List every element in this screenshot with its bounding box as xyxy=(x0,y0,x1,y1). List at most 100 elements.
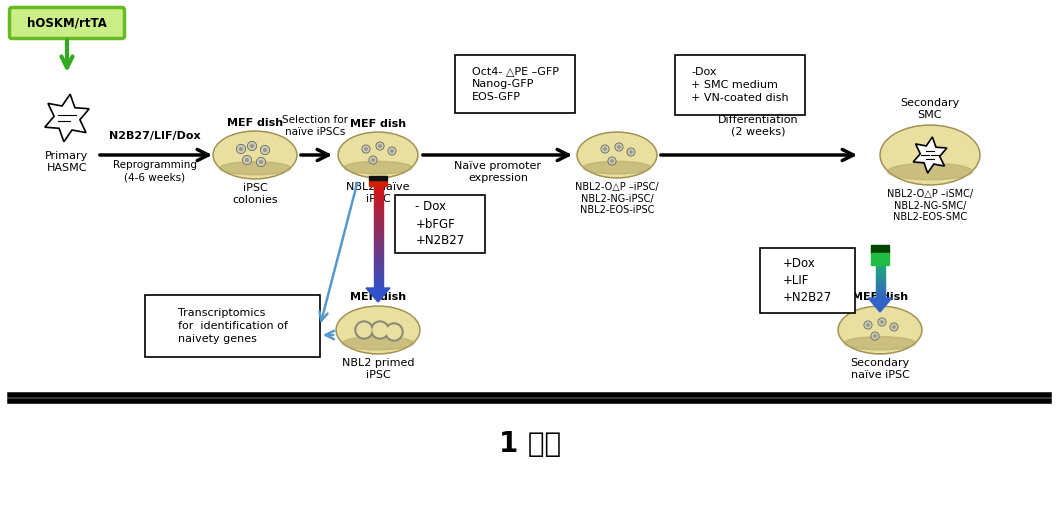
Circle shape xyxy=(602,145,609,153)
Text: - Dox
+bFGF
+N2B27: - Dox +bFGF +N2B27 xyxy=(415,201,465,247)
Circle shape xyxy=(609,158,615,164)
Text: Differentiation
(2 weeks): Differentiation (2 weeks) xyxy=(718,114,798,137)
Bar xyxy=(876,284,884,285)
Circle shape xyxy=(604,148,606,150)
Bar xyxy=(374,227,382,230)
Circle shape xyxy=(891,324,897,330)
Ellipse shape xyxy=(887,163,972,180)
Circle shape xyxy=(371,321,389,339)
Circle shape xyxy=(611,160,613,162)
Text: Reprogramming
(4-6 weeks): Reprogramming (4-6 weeks) xyxy=(113,160,197,183)
Bar xyxy=(876,265,884,266)
Bar xyxy=(876,279,884,281)
Ellipse shape xyxy=(880,125,980,185)
Ellipse shape xyxy=(577,132,657,178)
Text: iPSC
colonies: iPSC colonies xyxy=(232,183,277,205)
Bar xyxy=(876,291,884,292)
Text: NBL2 naïve
iPSC: NBL2 naïve iPSC xyxy=(346,182,410,204)
Bar xyxy=(374,274,382,278)
Bar xyxy=(876,290,884,291)
Text: MEF dish: MEF dish xyxy=(227,118,283,128)
Text: Naïve promoter
expression: Naïve promoter expression xyxy=(454,161,541,184)
Circle shape xyxy=(249,143,255,149)
FancyBboxPatch shape xyxy=(675,55,805,115)
Bar xyxy=(374,264,382,268)
Bar xyxy=(374,241,382,244)
Bar xyxy=(374,203,382,206)
Bar xyxy=(876,283,884,284)
Text: Transcriptomics
for  identification of
naivety genes: Transcriptomics for identification of na… xyxy=(178,308,287,344)
Circle shape xyxy=(615,143,623,151)
Bar xyxy=(374,247,382,250)
Bar xyxy=(374,216,382,220)
Circle shape xyxy=(357,323,371,337)
Text: MEF dish: MEF dish xyxy=(349,292,406,302)
Circle shape xyxy=(864,321,872,329)
Bar xyxy=(374,196,382,200)
Bar xyxy=(876,276,884,277)
Circle shape xyxy=(628,149,634,155)
Circle shape xyxy=(373,323,387,337)
Polygon shape xyxy=(366,288,390,302)
Text: 1 단계: 1 단계 xyxy=(499,430,561,458)
Bar xyxy=(876,285,884,286)
Text: Primary
HASMC: Primary HASMC xyxy=(46,151,89,172)
Text: NBL2-O△P –iSMC/
NBL2-NG-SMC/
NBL2-EOS-SMC: NBL2-O△P –iSMC/ NBL2-NG-SMC/ NBL2-EOS-SM… xyxy=(887,189,973,222)
Bar xyxy=(876,281,884,282)
Ellipse shape xyxy=(578,133,656,176)
Bar xyxy=(374,237,382,241)
Circle shape xyxy=(239,148,243,150)
Ellipse shape xyxy=(338,307,418,352)
Ellipse shape xyxy=(344,161,412,174)
FancyBboxPatch shape xyxy=(395,195,485,253)
Circle shape xyxy=(879,319,885,325)
Bar xyxy=(369,180,387,186)
Polygon shape xyxy=(868,298,892,312)
Bar xyxy=(374,223,382,227)
Circle shape xyxy=(362,145,370,153)
Circle shape xyxy=(865,322,870,328)
Circle shape xyxy=(355,321,373,339)
Circle shape xyxy=(608,157,615,165)
Circle shape xyxy=(264,149,267,151)
FancyBboxPatch shape xyxy=(145,295,320,357)
Text: Secondary
naïve iPSC: Secondary naïve iPSC xyxy=(850,358,910,380)
Bar xyxy=(374,213,382,216)
Circle shape xyxy=(259,161,263,164)
Polygon shape xyxy=(913,137,947,173)
Text: MEF dish: MEF dish xyxy=(349,119,406,129)
Bar xyxy=(876,293,884,294)
Bar xyxy=(876,297,884,298)
Circle shape xyxy=(881,321,883,323)
Bar xyxy=(876,296,884,297)
Bar xyxy=(876,294,884,296)
Bar xyxy=(374,285,382,288)
Bar xyxy=(876,286,884,287)
Circle shape xyxy=(376,142,383,150)
Text: N2B27/LIF/Dox: N2B27/LIF/Dox xyxy=(109,131,201,141)
Bar xyxy=(374,233,382,237)
Circle shape xyxy=(874,335,876,337)
Bar xyxy=(374,230,382,233)
Circle shape xyxy=(617,146,621,148)
Bar xyxy=(876,273,884,274)
Circle shape xyxy=(364,148,367,150)
Bar xyxy=(374,268,382,271)
Bar xyxy=(374,281,382,285)
Text: Selection for
naïve iPSCs: Selection for naïve iPSCs xyxy=(282,114,348,137)
Circle shape xyxy=(872,333,878,339)
Text: -Dox
+ SMC medium
+ VN-coated dish: -Dox + SMC medium + VN-coated dish xyxy=(692,67,789,103)
Bar xyxy=(876,268,884,269)
Circle shape xyxy=(251,145,253,147)
Circle shape xyxy=(237,146,245,152)
Circle shape xyxy=(244,156,251,164)
Text: MEF dish: MEF dish xyxy=(851,292,908,302)
Bar xyxy=(876,282,884,283)
Circle shape xyxy=(602,146,608,152)
Circle shape xyxy=(867,324,869,326)
Text: NBL2 primed
iPSC: NBL2 primed iPSC xyxy=(342,358,414,380)
Circle shape xyxy=(387,325,401,339)
Ellipse shape xyxy=(213,131,297,179)
Circle shape xyxy=(872,332,879,340)
Bar xyxy=(870,253,889,265)
